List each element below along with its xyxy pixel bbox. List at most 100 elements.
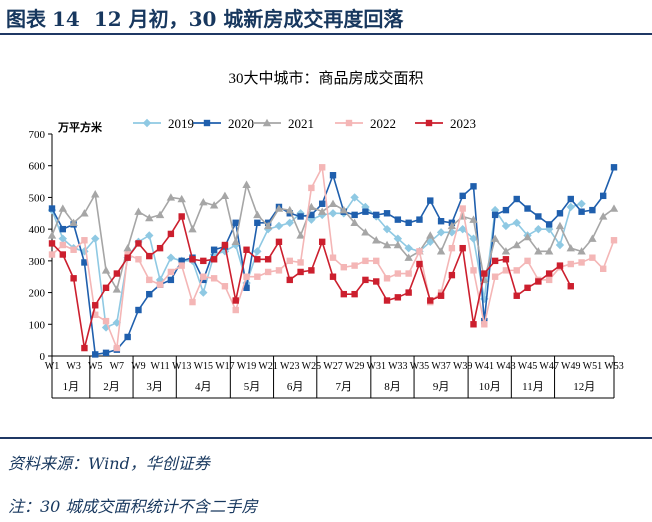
point-2022	[578, 259, 585, 266]
point-2021	[155, 210, 165, 219]
point-2022	[297, 259, 304, 266]
point-2020	[124, 333, 131, 341]
point-2019	[274, 221, 284, 231]
month-label: 1月	[63, 381, 80, 393]
point-2019	[166, 253, 176, 262]
point-2019	[534, 224, 543, 234]
y-tick-label: 700	[29, 129, 46, 141]
legend-label: 2019	[168, 116, 194, 131]
point-2023	[427, 297, 434, 304]
point-2021	[588, 234, 597, 242]
month-label: 6月	[287, 381, 304, 393]
month-label: 3月	[146, 381, 163, 393]
point-2021	[555, 221, 565, 230]
point-2019	[101, 323, 111, 332]
point-2019	[404, 243, 413, 253]
point-2021	[253, 210, 262, 219]
point-2022	[221, 283, 229, 290]
legend-marker	[142, 118, 152, 128]
point-2019	[91, 234, 100, 243]
x-tick-label: W37	[431, 361, 450, 372]
point-2019	[350, 193, 359, 202]
point-2019	[382, 224, 392, 234]
point-2021	[220, 191, 230, 200]
point-2020	[524, 205, 531, 212]
point-2022	[200, 273, 207, 280]
chart-title: 30大中城市：商品房成交面积	[228, 69, 423, 87]
point-2021	[231, 237, 240, 246]
point-2023	[221, 241, 229, 249]
legend-marker	[203, 119, 211, 127]
point-2023	[81, 344, 88, 352]
point-2022	[243, 273, 250, 280]
point-2023	[502, 256, 510, 263]
point-2022	[373, 257, 380, 265]
point-2021	[328, 199, 338, 207]
point-2019	[307, 215, 316, 224]
month-label: 7月	[336, 381, 353, 393]
point-2022	[210, 275, 218, 282]
x-tick-label: W19	[237, 361, 256, 372]
point-2021	[112, 285, 122, 293]
point-2023	[383, 297, 391, 304]
month-label: 2月	[103, 381, 120, 393]
point-2022	[459, 205, 466, 212]
x-tick-label: W23	[280, 361, 299, 372]
point-2021	[101, 266, 111, 274]
point-2020	[459, 192, 466, 200]
point-2021	[469, 215, 478, 223]
point-2023	[567, 283, 574, 290]
point-2020	[502, 206, 510, 214]
point-2022	[102, 317, 110, 325]
point-2023	[135, 240, 142, 247]
x-tick-label: W35	[410, 361, 429, 372]
point-2022	[135, 256, 142, 263]
point-2023	[189, 256, 196, 263]
figure-header: 图表 14 12 月初，30 城新房成交再度回落	[0, 0, 652, 32]
y-tick-label: 100	[29, 319, 46, 331]
point-2022	[81, 237, 88, 244]
point-2021	[242, 180, 251, 188]
legend-label: 2020	[228, 116, 254, 131]
point-2020	[243, 284, 250, 292]
x-tick-label: W25	[302, 361, 321, 372]
legend-label: 2021	[288, 116, 314, 131]
point-2023	[124, 254, 131, 261]
y-tick-label: 500	[29, 192, 46, 204]
point-2020	[81, 259, 88, 266]
point-2022	[178, 262, 185, 269]
point-2022	[502, 267, 510, 274]
point-2023	[459, 244, 466, 252]
point-2021	[512, 240, 521, 249]
x-tick-label: W47	[539, 361, 558, 372]
point-2019	[58, 234, 68, 243]
point-2020	[427, 197, 434, 204]
x-tick-label: W39	[453, 361, 472, 372]
point-2023	[243, 246, 250, 253]
month-label: 5月	[244, 381, 261, 393]
figure-caption: 12 月初，30 城新房成交再度回落	[93, 7, 404, 31]
point-2021	[91, 190, 100, 198]
point-2022	[318, 164, 326, 171]
point-2020	[135, 306, 142, 314]
point-2022	[275, 267, 283, 274]
point-2021	[426, 231, 435, 239]
point-2020	[470, 183, 477, 190]
point-2021	[436, 247, 446, 255]
point-2023	[232, 297, 239, 304]
point-2022	[394, 270, 402, 277]
point-2020	[210, 246, 218, 253]
point-2023	[200, 257, 207, 265]
point-2022	[146, 276, 153, 284]
point-2021	[501, 247, 511, 255]
point-2023	[405, 289, 412, 296]
point-2020	[513, 195, 520, 203]
point-2020	[567, 195, 574, 203]
point-2020	[59, 225, 67, 233]
point-2023	[156, 244, 164, 252]
y-tick-label: 300	[29, 256, 46, 268]
point-2021	[382, 240, 392, 249]
point-2021	[177, 194, 186, 203]
x-tick-label: W7	[110, 361, 124, 372]
point-2019	[544, 224, 554, 234]
